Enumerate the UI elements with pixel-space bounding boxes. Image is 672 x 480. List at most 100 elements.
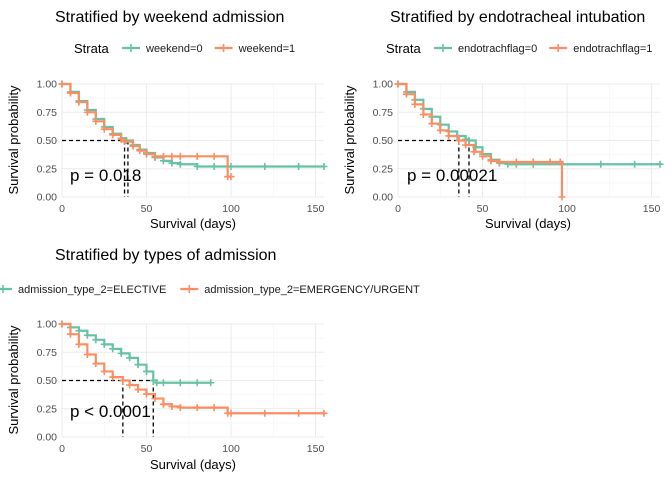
panel-endotracheal-intubation: Stratified by endotracheal intubation St… (342, 9, 664, 231)
censor-mark (75, 98, 83, 106)
y-tick-label: 0.00 (37, 432, 58, 444)
legend-label: admission_type_2=EMERGENCY/URGENT (204, 284, 420, 296)
grid (397, 83, 660, 198)
censor-mark (117, 349, 125, 357)
censor-mark (462, 141, 470, 149)
censor-mark (58, 80, 66, 88)
grid (61, 323, 324, 438)
censor-mark (92, 117, 100, 125)
censor-mark (176, 160, 184, 168)
km-curve-orange (62, 322, 324, 415)
censor-mark (176, 379, 184, 387)
legend-key-mark (185, 285, 194, 293)
censor-mark (261, 409, 269, 417)
censor-mark (151, 152, 159, 160)
x-tick-label: 150 (307, 203, 325, 215)
chart-title: Stratified by endotracheal intubation (390, 9, 645, 26)
y-tick-label: 0.00 (37, 192, 58, 204)
censor-mark (134, 361, 142, 369)
censor-mark (210, 152, 218, 160)
censor-mark (109, 345, 117, 353)
censor-mark (512, 158, 520, 166)
censor-mark (193, 152, 201, 160)
panel-weekend-admission: Stratified by weekend admission Strata S… (6, 9, 328, 231)
legend-label: endotrachflag=1 (573, 43, 652, 55)
censor-mark (168, 402, 176, 410)
x-tick-label: 100 (558, 203, 576, 215)
legend-title: Strata (386, 41, 421, 56)
y-tick-label: 0.75 (373, 107, 394, 119)
legend-item: weekend=0 (122, 43, 203, 55)
chart-title: Stratified by weekend admission (55, 9, 284, 26)
censor-mark (597, 160, 605, 168)
censor-mark (134, 386, 142, 394)
y-tick-label: 1.00 (373, 79, 394, 91)
legend-item: endotrachflag=0 (434, 43, 537, 55)
censor-mark (428, 120, 436, 128)
y-tick-label: 0.50 (37, 135, 58, 147)
y-axis-label: Survival probability (6, 325, 21, 435)
censor-mark (126, 381, 134, 389)
x-tick-label: 0 (59, 203, 65, 215)
censor-mark (83, 108, 91, 116)
y-tick-label: 0.25 (37, 403, 58, 415)
legend-title: Strata (74, 41, 109, 56)
legend-label: weekend=1 (238, 43, 296, 55)
censor-mark (176, 152, 184, 160)
censor-mark (320, 162, 328, 170)
x-axis-label: Survival (days) (150, 216, 236, 231)
censor-mark (207, 379, 215, 387)
censor-mark (487, 157, 495, 165)
censor-mark (153, 379, 161, 387)
x-tick-label: 0 (395, 203, 401, 215)
censor-mark (295, 409, 303, 417)
censor-mark (109, 131, 117, 139)
censor-mark (136, 147, 144, 155)
x-tick-label: 100 (222, 203, 240, 215)
censor-mark (100, 367, 108, 375)
censor-mark (210, 162, 218, 170)
censor-mark (176, 404, 184, 412)
x-tick-label: 150 (307, 443, 325, 455)
y-axis-label: Survival probability (6, 85, 21, 195)
censor-mark (436, 126, 444, 134)
censor-mark (227, 173, 235, 181)
legend-item: admission_type_2=EMERGENCY/URGENT (180, 284, 420, 296)
censor-mark (556, 158, 564, 166)
y-tick-label: 0.00 (373, 192, 394, 204)
legend-item: endotrachflag=1 (549, 43, 652, 55)
censor-mark (210, 404, 218, 412)
censor-mark (631, 160, 639, 168)
chart-title: Stratified by types of admission (55, 247, 276, 264)
censor-mark (143, 367, 151, 375)
y-tick-label: 0.25 (373, 163, 394, 175)
legend-key-mark (554, 44, 563, 52)
legend-key-mark (439, 44, 447, 52)
y-tick-label: 1.00 (37, 319, 58, 331)
y-tick-label: 0.50 (373, 135, 394, 147)
censor-mark (92, 360, 100, 368)
censor-mark (470, 148, 478, 156)
censor-mark (83, 351, 91, 359)
censor-mark (143, 150, 151, 158)
legend-key-mark (127, 44, 135, 52)
censor-mark (143, 390, 151, 398)
y-axis-label: Survival probability (342, 85, 357, 195)
censor-mark (129, 142, 137, 150)
x-axis-label: Survival (days) (150, 457, 236, 472)
legend-label: admission_type_2=ELECTIVE (18, 284, 166, 296)
censor-mark (320, 409, 328, 417)
censor-mark (121, 138, 129, 146)
censor-mark (58, 320, 66, 328)
censor-mark (193, 404, 201, 412)
x-tick-label: 50 (141, 203, 153, 215)
censor-mark (66, 330, 74, 338)
y-tick-label: 1.00 (37, 79, 58, 91)
censor-mark (558, 193, 566, 201)
km-curve-green (62, 82, 324, 168)
legend-key-mark (0, 285, 7, 293)
x-axis-label: Survival (days) (485, 216, 571, 231)
censor-mark (227, 409, 235, 417)
censor-mark (151, 395, 159, 403)
censor-mark (159, 152, 167, 160)
